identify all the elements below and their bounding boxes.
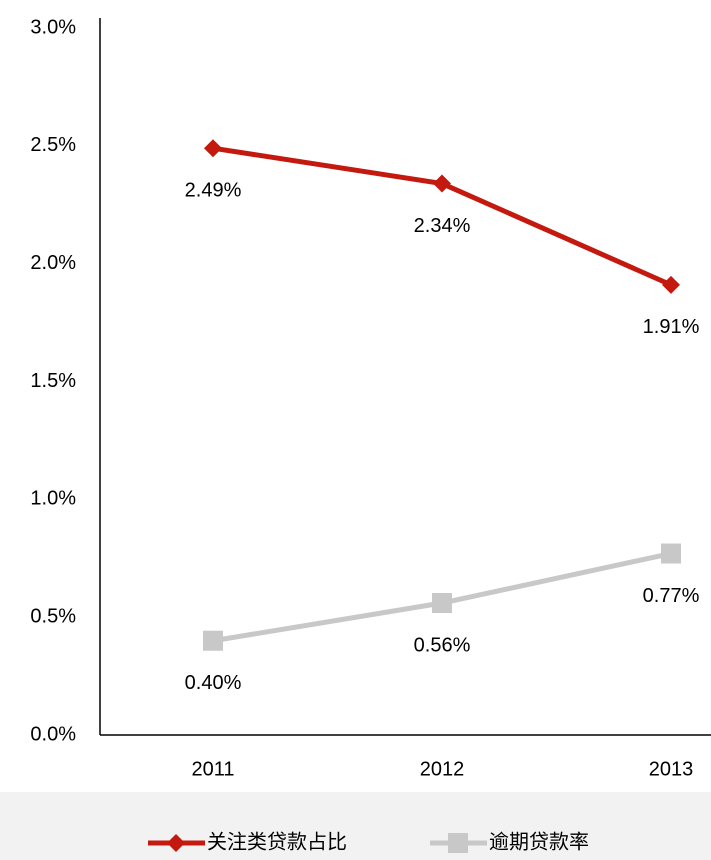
- legend-marker: [167, 834, 185, 852]
- data-label: 2.34%: [414, 215, 471, 237]
- x-tick-label: 2011: [191, 758, 234, 780]
- y-tick-label: 0.0%: [30, 723, 76, 745]
- y-tick-label: 0.5%: [30, 605, 76, 627]
- data-point: [204, 139, 222, 158]
- data-point: [433, 174, 451, 193]
- data-label: 0.56%: [414, 634, 471, 656]
- legend-marker: [448, 833, 468, 853]
- data-point: [661, 543, 681, 564]
- x-tick-label: 2012: [420, 758, 465, 780]
- data-point: [432, 593, 452, 614]
- y-tick-label: 1.0%: [30, 488, 76, 510]
- y-tick-label: 1.5%: [30, 370, 76, 392]
- y-tick-label: 3.0%: [30, 16, 76, 38]
- x-tick-label: 2013: [649, 758, 694, 780]
- data-label: 1.91%: [643, 316, 700, 338]
- legend-label: 关注类贷款占比: [207, 830, 347, 853]
- data-point: [662, 275, 680, 294]
- legend-band: [0, 792, 711, 860]
- data-label: 0.40%: [185, 672, 242, 694]
- data-label: 2.49%: [185, 179, 242, 201]
- y-tick-label: 2.5%: [30, 134, 76, 156]
- legend-label: 逾期贷款率: [489, 830, 589, 853]
- data-point: [203, 630, 223, 651]
- data-label: 0.77%: [643, 585, 700, 607]
- y-tick-label: 2.0%: [30, 252, 76, 274]
